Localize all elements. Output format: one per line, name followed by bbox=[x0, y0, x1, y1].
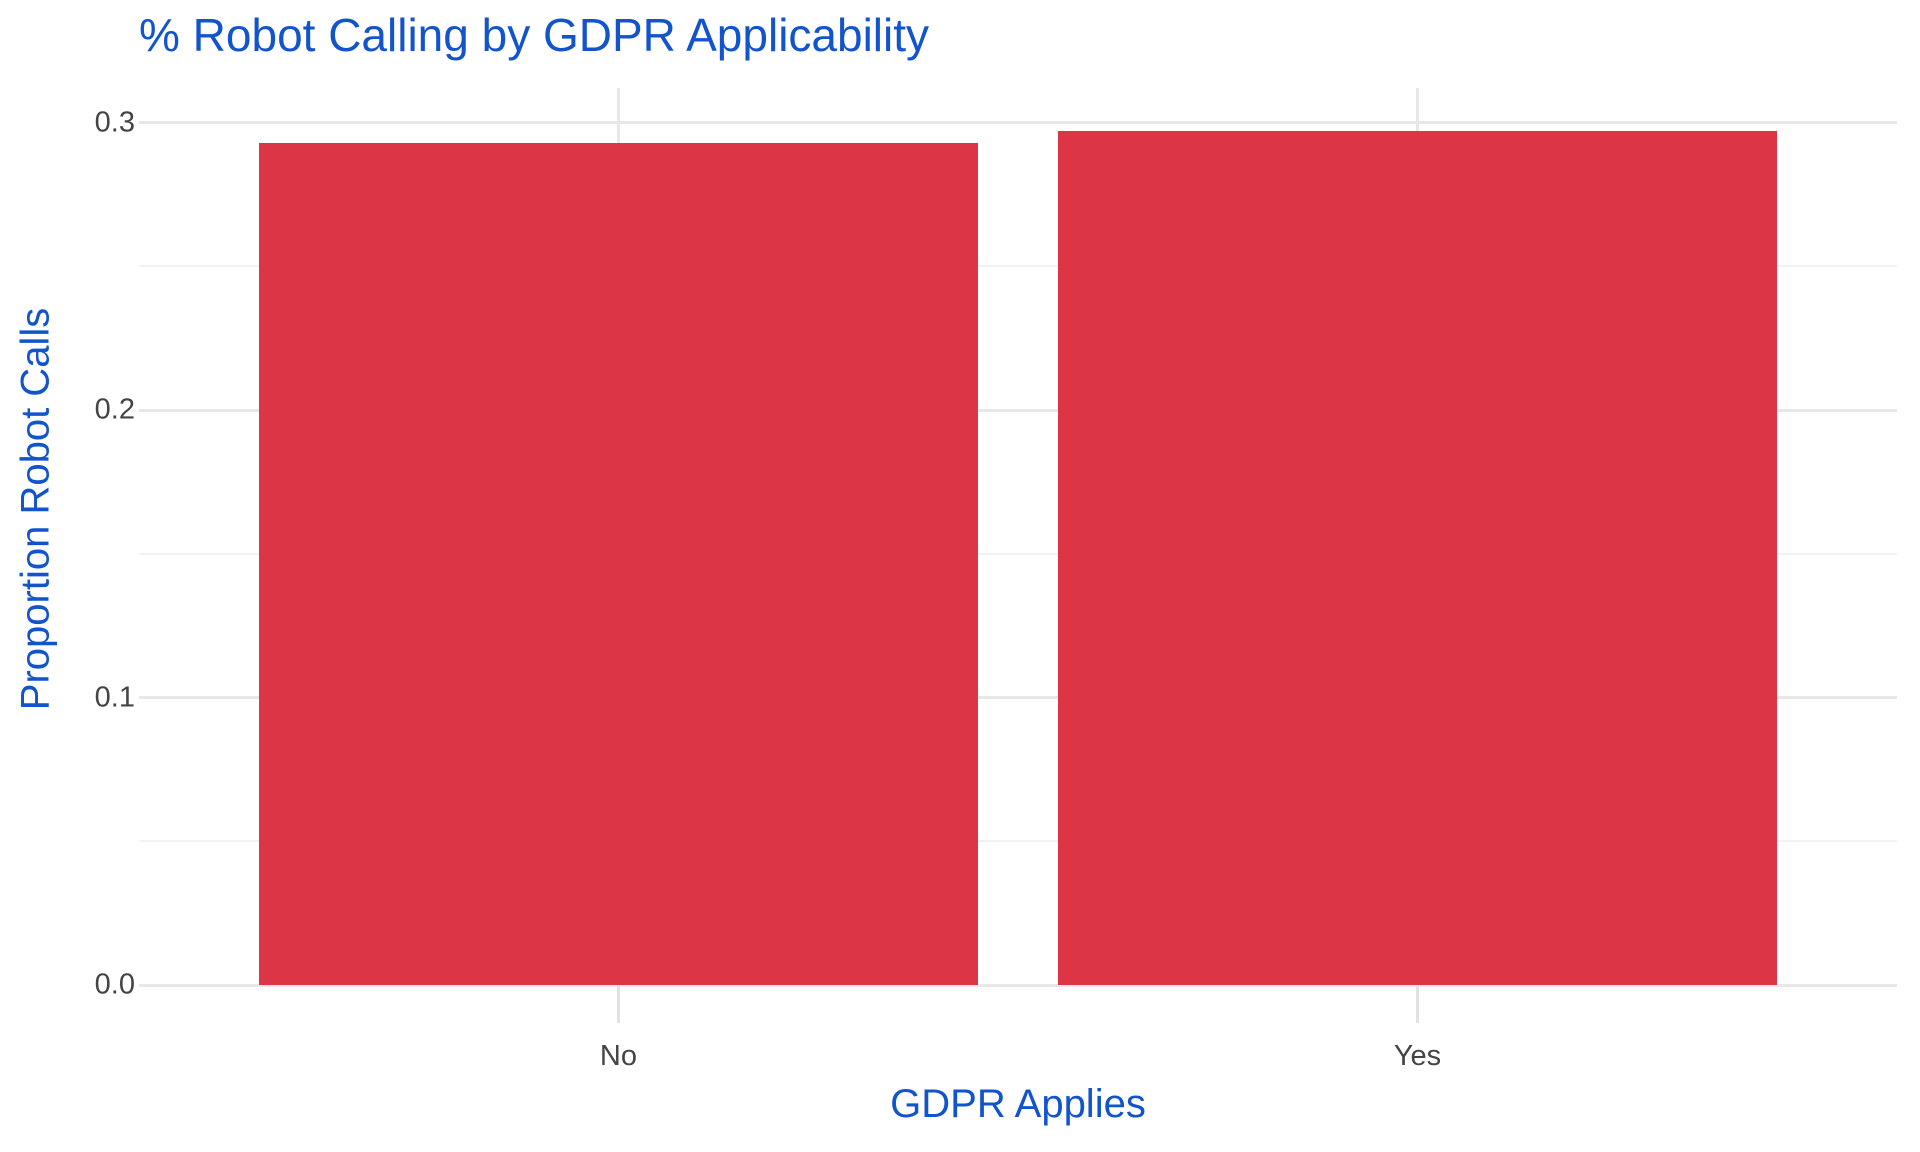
x-tick-label-yes: Yes bbox=[1393, 1040, 1442, 1072]
bar-no bbox=[258, 142, 979, 985]
x-tick-label-no: No bbox=[599, 1040, 637, 1072]
gridline-minor-y bbox=[139, 552, 1897, 555]
y-tick-label: 0.3 bbox=[94, 106, 135, 138]
gridline-minor-y bbox=[139, 840, 1897, 843]
y-axis-title: Proportion Robot Calls bbox=[13, 307, 58, 710]
y-tick-label: 0.2 bbox=[94, 393, 135, 426]
x-axis-title: GDPR Applies bbox=[890, 1082, 1146, 1126]
gridline-major-y bbox=[139, 121, 1897, 124]
gridline-major-y bbox=[139, 408, 1897, 412]
bar-yes bbox=[1057, 131, 1778, 985]
plot-panel bbox=[139, 88, 1897, 1023]
x-tick-mark bbox=[1416, 985, 1420, 1023]
x-tick-mark bbox=[616, 985, 620, 1023]
y-tick-label: 0.0 bbox=[94, 968, 135, 1001]
gridline-major-y bbox=[139, 696, 1897, 699]
chart-title: % Robot Calling by GDPR Applicability bbox=[139, 9, 930, 61]
gridline-minor-y bbox=[139, 265, 1897, 268]
y-tick-label: 0.1 bbox=[94, 681, 135, 713]
gridline-major-y bbox=[139, 983, 1897, 987]
